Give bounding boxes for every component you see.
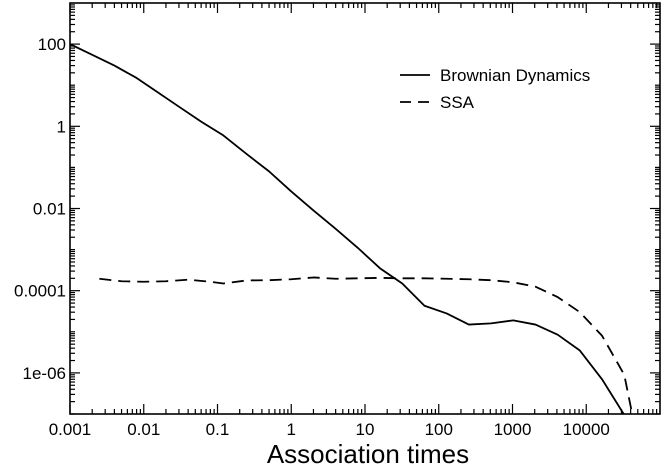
x-tick-label: 100 (425, 420, 453, 439)
x-tick-label: 10 (356, 420, 375, 439)
tick-labels: 0.001 0.01 0.1 1 10 100 1000 10000 100 1 0.01 0.000… (14, 35, 610, 439)
plot-frame (69, 2, 661, 415)
series-line-ssa (99, 276, 634, 414)
x-tick-label: 0.1 (206, 420, 230, 439)
y-tick-label: 1e-06 (23, 364, 66, 383)
x-tick-label: 10000 (563, 420, 610, 439)
x-axis-title: Association times (267, 439, 469, 468)
x-tick-label: 0.001 (49, 420, 92, 439)
y-tick-label: 100 (38, 35, 66, 54)
axis-ticks (69, 3, 660, 415)
series-line-brownian-dynamics (70, 43, 625, 414)
x-tick-label: 1 (287, 420, 296, 439)
legend-label: SSA (440, 93, 475, 112)
x-tick-label: 0.01 (127, 420, 160, 439)
legend: Brownian Dynamics SSA (400, 66, 590, 112)
legend-label: Brownian Dynamics (440, 66, 590, 85)
y-tick-label: 0.01 (33, 200, 66, 219)
y-tick-label: 1 (57, 117, 66, 136)
y-tick-label: 0.0001 (14, 282, 66, 301)
x-tick-label: 1000 (494, 420, 532, 439)
plot-area (70, 43, 634, 414)
